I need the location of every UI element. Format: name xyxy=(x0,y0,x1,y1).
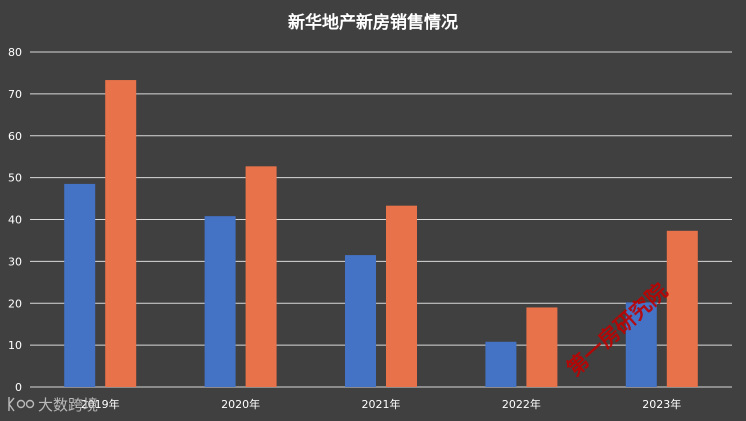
y-tick-label: 70 xyxy=(8,88,22,101)
x-axis-labels: 2019年 2020年 2021年 2022年 2023年 xyxy=(81,397,682,411)
y-axis-ticks: 0 10 20 30 40 50 60 70 80 xyxy=(8,46,22,394)
y-tick-label: 80 xyxy=(8,46,22,59)
y-tick-label: 20 xyxy=(8,297,22,310)
brand-watermark: 大数跨境 xyxy=(8,396,98,414)
x-category-label: 2019年 xyxy=(81,397,120,411)
bar-series-1 xyxy=(625,302,657,387)
x-category-label: 2022年 xyxy=(502,397,541,411)
y-tick-label: 60 xyxy=(8,130,22,143)
chart-title: 新华地产新房销售情况 xyxy=(288,12,458,33)
brand-logo-icon xyxy=(8,397,35,412)
gridlines xyxy=(30,51,732,388)
y-tick-label: 30 xyxy=(8,255,22,268)
bar-series-1 xyxy=(485,341,517,387)
y-tick-label: 50 xyxy=(8,172,22,185)
bar-series-2 xyxy=(105,80,137,388)
bar-series-1 xyxy=(204,216,236,387)
y-tick-label: 10 xyxy=(8,339,22,352)
y-tick-label: 0 xyxy=(15,381,22,394)
bars xyxy=(64,80,698,388)
bar-series-2 xyxy=(245,166,277,387)
brand-watermark-text: 大数跨境 xyxy=(38,396,98,414)
bar-series-2 xyxy=(666,230,698,387)
bar-series-1 xyxy=(64,183,96,387)
x-category-label: 2021年 xyxy=(362,397,401,411)
bar-series-2 xyxy=(526,307,558,387)
x-category-label: 2023年 xyxy=(642,397,681,411)
bar-series-1 xyxy=(345,255,376,387)
bar-series-2 xyxy=(386,205,417,387)
x-category-label: 2020年 xyxy=(221,397,260,411)
y-tick-label: 40 xyxy=(8,214,22,227)
